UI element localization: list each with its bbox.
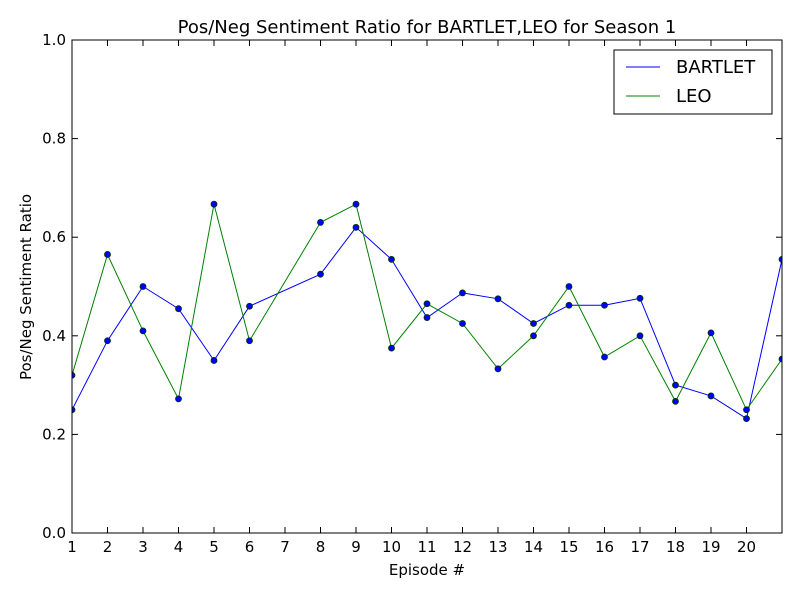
data-point-leo (459, 320, 466, 327)
series-line-leo (72, 203, 782, 411)
x-tick-label: 19 (701, 538, 720, 556)
data-point-leo (530, 332, 537, 340)
data-point-bartlet (601, 301, 608, 309)
series-line-bartlet (72, 226, 782, 420)
data-point-leo (317, 219, 324, 226)
data-point-leo (636, 332, 644, 340)
x-axis-label: Episode # (389, 561, 465, 579)
data-point-bartlet (672, 381, 679, 389)
data-point-leo (494, 365, 502, 373)
x-tick-label: 12 (453, 538, 472, 556)
data-point-bartlet (139, 283, 147, 290)
data-point-leo (246, 337, 253, 345)
data-point-leo (352, 200, 360, 208)
data-point-leo (388, 344, 395, 352)
plot-frame (71, 39, 783, 534)
x-tick-label: 7 (280, 538, 290, 556)
y-tick-label: 0.6 (42, 228, 66, 246)
x-tick-label: 10 (382, 538, 401, 556)
x-tick-label: 16 (595, 538, 614, 556)
data-point-bartlet (565, 301, 573, 309)
x-tick-label: 3 (138, 538, 148, 556)
x-tick-label: 8 (316, 538, 326, 556)
data-point-bartlet (175, 305, 182, 313)
data-point-bartlet (459, 289, 466, 297)
data-point-bartlet (72, 406, 76, 414)
x-axis-ticks: 1 2 3 4 5 6 7 8 9 10 11 12 13 14 15 16 17 18 19 20 (67, 40, 756, 556)
x-tick-label: 11 (417, 538, 436, 556)
data-point-bartlet (210, 357, 218, 364)
x-tick-label: 13 (488, 538, 507, 556)
data-point-leo (707, 329, 715, 337)
y-tick-label: 0.8 (42, 130, 66, 148)
data-point-leo (210, 200, 218, 208)
data-point-leo (104, 251, 111, 258)
data-point-leo (423, 300, 431, 308)
chart-title: Pos/Neg Sentiment Ratio for BARTLET,LEO … (178, 17, 677, 38)
data-point-leo (565, 283, 573, 290)
x-tick-label: 15 (559, 538, 578, 556)
y-tick-label: 0.0 (42, 524, 66, 542)
y-tick-label: 0.2 (42, 425, 66, 443)
data-point-leo (139, 327, 147, 335)
y-tick-label: 0.4 (42, 327, 66, 345)
data-point-leo (175, 395, 182, 403)
legend: BARTLET LEO (613, 49, 773, 115)
y-tick-label: 1.0 (42, 31, 66, 49)
data-point-leo (72, 371, 76, 379)
y-axis-ticks: 0.0 0.2 0.4 0.6 0.8 1.0 (42, 31, 782, 542)
x-tick-label: 18 (666, 538, 685, 556)
x-tick-label: 6 (245, 538, 255, 556)
data-point-bartlet (423, 314, 431, 321)
series-layer (72, 200, 782, 423)
data-point-leo (778, 355, 782, 363)
data-point-bartlet (778, 255, 782, 263)
y-axis-label: Pos/Neg Sentiment Ratio (17, 194, 35, 380)
x-tick-label: 1 (67, 538, 77, 556)
data-point-bartlet (743, 415, 750, 423)
legend-label-leo: LEO (676, 86, 712, 107)
data-point-bartlet (104, 337, 111, 345)
data-point-bartlet (246, 302, 253, 310)
data-point-leo (743, 406, 750, 414)
x-tick-label: 2 (103, 538, 113, 556)
data-point-bartlet (352, 223, 360, 231)
x-tick-label: 4 (174, 538, 184, 556)
x-tick-label: 17 (630, 538, 649, 556)
data-point-bartlet (636, 294, 644, 302)
data-point-bartlet (707, 392, 715, 400)
data-point-leo (672, 397, 679, 405)
data-point-leo (601, 353, 608, 361)
legend-label-bartlet: BARTLET (676, 57, 756, 78)
legend-box (613, 49, 773, 115)
data-point-bartlet (388, 255, 395, 263)
x-tick-label: 5 (209, 538, 219, 556)
x-tick-label: 14 (524, 538, 543, 556)
x-tick-label: 20 (737, 538, 756, 556)
x-tick-label: 9 (351, 538, 361, 556)
data-point-bartlet (317, 270, 324, 278)
data-point-bartlet (494, 295, 502, 303)
data-point-bartlet (530, 320, 537, 327)
